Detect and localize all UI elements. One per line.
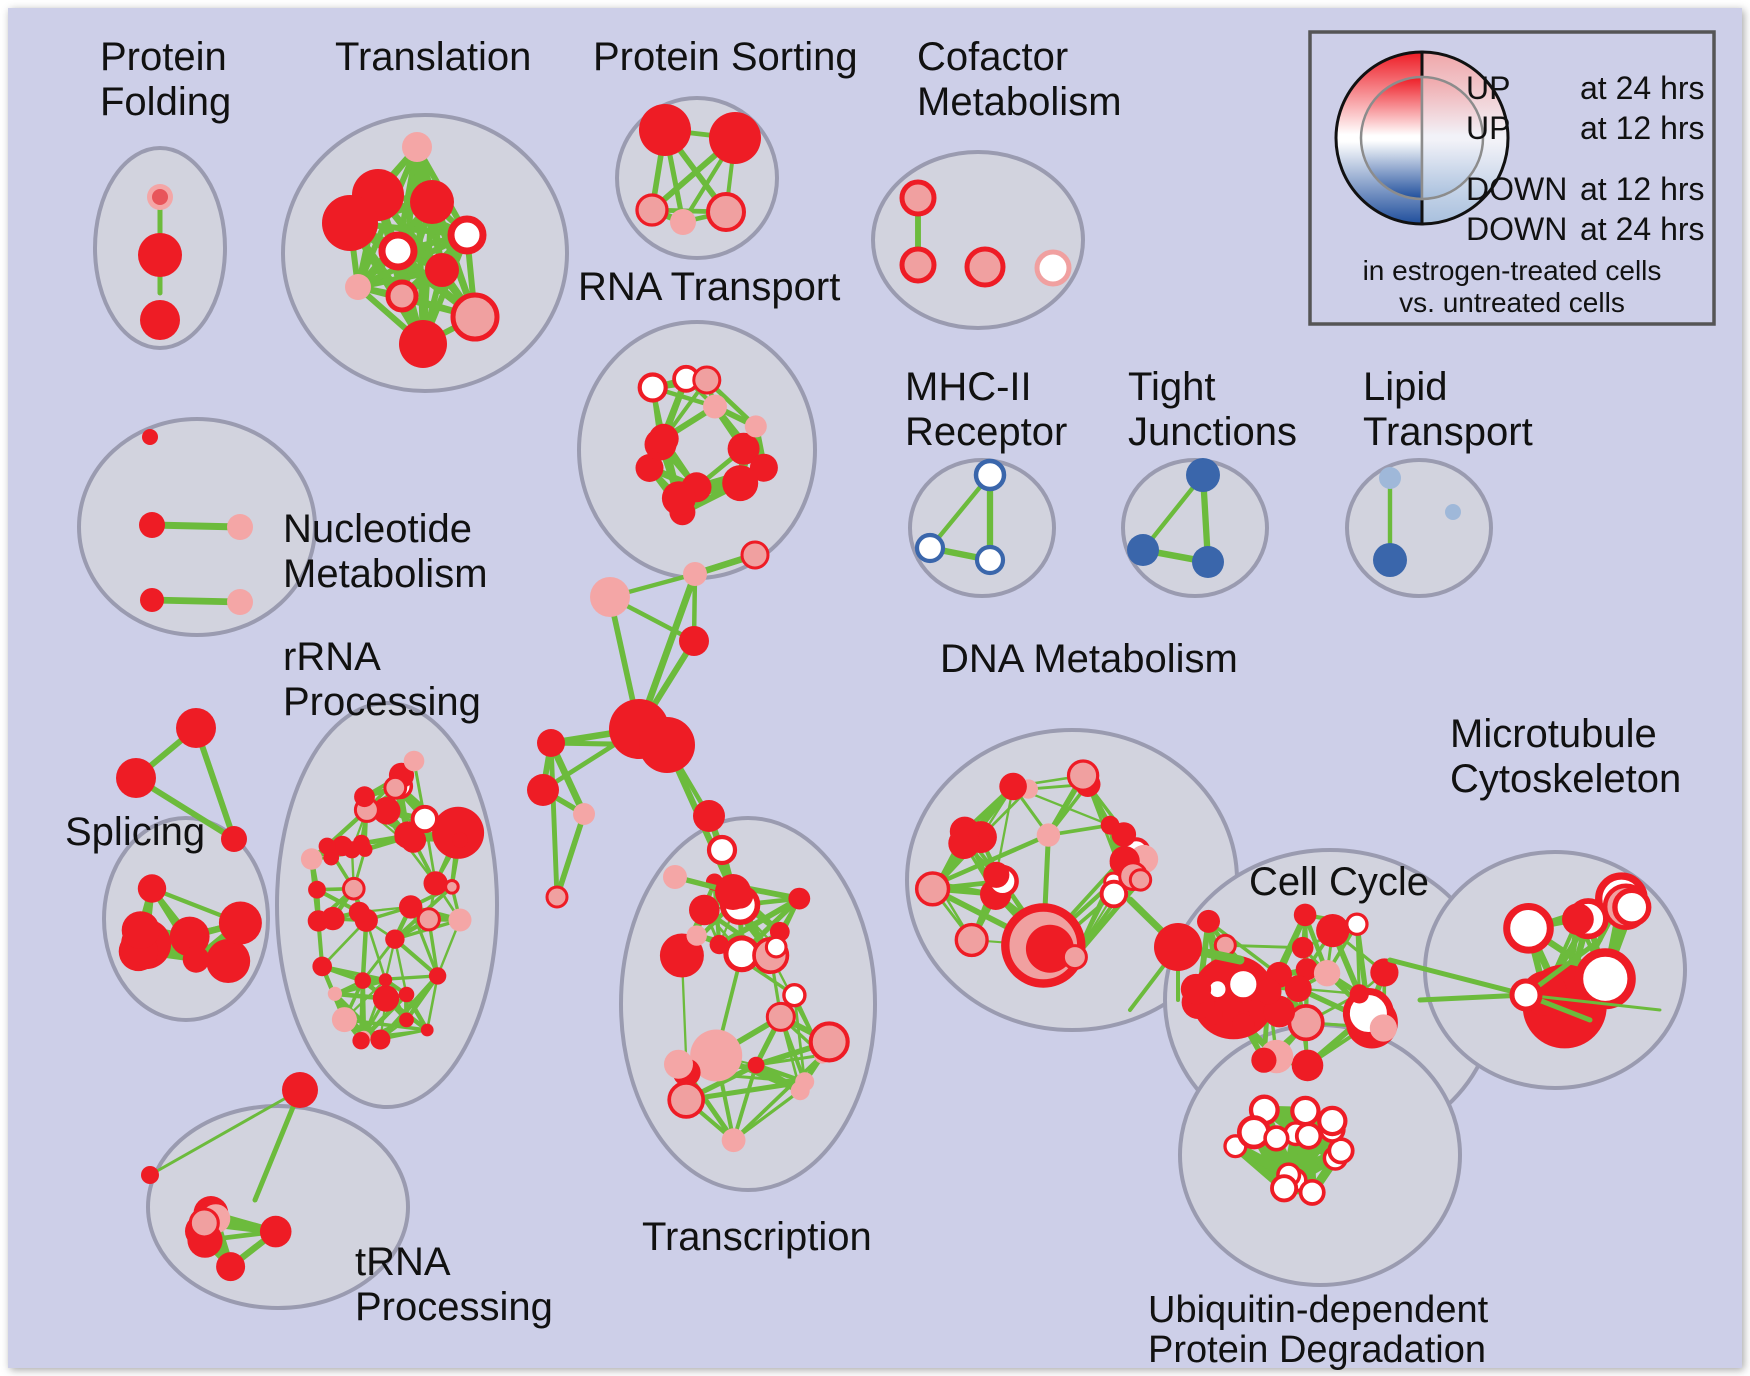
svg-text:UP: UP <box>1466 70 1510 106</box>
svg-text:RNA Transport: RNA Transport <box>578 265 840 309</box>
svg-text:Protein Degradation: Protein Degradation <box>1148 1329 1486 1371</box>
svg-text:DOWN: DOWN <box>1466 211 1567 247</box>
svg-text:Folding: Folding <box>100 80 231 124</box>
svg-text:at 12 hrs: at 12 hrs <box>1580 110 1705 146</box>
svg-text:UP: UP <box>1466 110 1510 146</box>
svg-text:Translation: Translation <box>335 35 531 79</box>
svg-text:DNA Metabolism: DNA Metabolism <box>940 637 1238 681</box>
svg-text:Transcription: Transcription <box>642 1215 872 1259</box>
svg-text:Ubiquitin-dependent: Ubiquitin-dependent <box>1148 1289 1489 1331</box>
svg-text:Metabolism: Metabolism <box>283 552 488 596</box>
svg-text:Metabolism: Metabolism <box>917 80 1122 124</box>
svg-text:Protein Sorting: Protein Sorting <box>593 35 858 79</box>
svg-text:Receptor: Receptor <box>905 410 1067 454</box>
svg-text:Cell Cycle: Cell Cycle <box>1249 860 1429 904</box>
svg-text:Junctions: Junctions <box>1128 410 1297 454</box>
svg-text:Nucleotide: Nucleotide <box>283 507 472 551</box>
svg-text:Tight: Tight <box>1128 365 1215 409</box>
svg-text:Lipid: Lipid <box>1363 365 1448 409</box>
svg-text:Microtubule: Microtubule <box>1450 712 1657 756</box>
svg-text:vs. untreated cells: vs. untreated cells <box>1399 287 1625 318</box>
svg-text:in estrogen-treated cells: in estrogen-treated cells <box>1363 255 1662 286</box>
svg-text:MHC-II: MHC-II <box>905 365 1032 409</box>
svg-text:Transport: Transport <box>1363 410 1533 454</box>
svg-text:tRNA: tRNA <box>355 1240 451 1284</box>
svg-text:at 24 hrs: at 24 hrs <box>1580 211 1705 247</box>
svg-text:DOWN: DOWN <box>1466 171 1567 207</box>
svg-text:at 24 hrs: at 24 hrs <box>1580 70 1705 106</box>
svg-text:at 12 hrs: at 12 hrs <box>1580 171 1705 207</box>
svg-text:Cytoskeleton: Cytoskeleton <box>1450 757 1681 801</box>
svg-text:Processing: Processing <box>355 1285 553 1329</box>
svg-text:Splicing: Splicing <box>65 810 205 854</box>
svg-text:rRNA: rRNA <box>283 635 381 679</box>
svg-text:Protein: Protein <box>100 35 227 79</box>
svg-text:Processing: Processing <box>283 680 481 724</box>
svg-text:Cofactor: Cofactor <box>917 35 1068 79</box>
